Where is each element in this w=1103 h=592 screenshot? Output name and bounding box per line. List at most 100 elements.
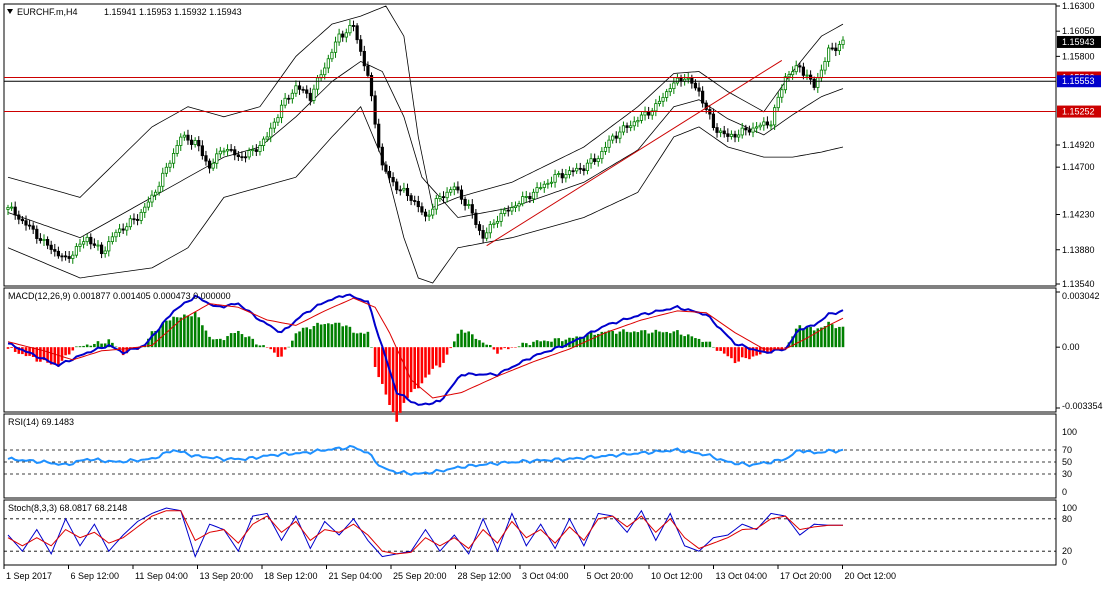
candle-body[interactable] xyxy=(751,127,755,133)
candle-body[interactable] xyxy=(747,129,752,133)
candle-body[interactable] xyxy=(276,117,280,123)
candle-body[interactable] xyxy=(63,255,68,258)
candle-body[interactable] xyxy=(297,85,302,90)
candle-body[interactable] xyxy=(31,225,35,230)
candle-body[interactable] xyxy=(773,107,777,126)
candle-body[interactable] xyxy=(657,100,662,105)
candle-body[interactable] xyxy=(215,153,219,164)
candle-body[interactable] xyxy=(647,111,651,116)
candle-body[interactable] xyxy=(740,127,744,136)
candle-body[interactable] xyxy=(585,162,590,172)
candle-body[interactable] xyxy=(567,170,572,175)
candle-body[interactable] xyxy=(571,170,575,173)
candle-body[interactable] xyxy=(38,238,42,241)
candle-body[interactable] xyxy=(135,218,140,221)
candle-body[interactable] xyxy=(351,25,356,27)
candle-body[interactable] xyxy=(247,150,251,158)
candle-body[interactable] xyxy=(467,204,471,206)
rsi-line[interactable] xyxy=(7,444,844,476)
candle-body[interactable] xyxy=(801,66,806,76)
candle-body[interactable] xyxy=(218,150,222,155)
candle-body[interactable] xyxy=(542,183,546,188)
candle-body[interactable] xyxy=(179,136,183,146)
candle-body[interactable] xyxy=(755,126,759,129)
candle-body[interactable] xyxy=(693,82,698,89)
candle-body[interactable] xyxy=(711,113,716,129)
candle-body[interactable] xyxy=(24,220,28,226)
candle-body[interactable] xyxy=(53,249,57,252)
candle-body[interactable] xyxy=(593,158,597,162)
candle-body[interactable] xyxy=(254,149,258,152)
candle-body[interactable] xyxy=(330,51,334,60)
candle-body[interactable] xyxy=(96,244,100,247)
candle-body[interactable] xyxy=(409,195,413,201)
candle-body[interactable] xyxy=(553,174,557,183)
candle-body[interactable] xyxy=(827,47,831,62)
candle-body[interactable] xyxy=(211,162,215,169)
candle-body[interactable] xyxy=(607,139,611,148)
candle-body[interactable] xyxy=(258,145,262,152)
candle-body[interactable] xyxy=(366,65,370,76)
candle-body[interactable] xyxy=(618,131,622,139)
price-panel[interactable] xyxy=(4,5,1056,284)
candle-body[interactable] xyxy=(452,186,456,191)
candle-body[interactable] xyxy=(132,218,136,221)
candle-body[interactable] xyxy=(549,181,554,184)
candle-body[interactable] xyxy=(92,243,96,246)
candle-body[interactable] xyxy=(229,149,233,151)
candle-body[interactable] xyxy=(621,125,626,133)
candle-body[interactable] xyxy=(783,76,788,91)
candle-body[interactable] xyxy=(384,164,388,172)
candle-body[interactable] xyxy=(643,111,647,116)
candle-body[interactable] xyxy=(816,77,820,88)
candle-body[interactable] xyxy=(823,61,827,71)
candle-body[interactable] xyxy=(99,244,104,255)
candle-body[interactable] xyxy=(175,145,179,154)
candle-body[interactable] xyxy=(222,150,226,153)
candle-body[interactable] xyxy=(261,138,266,146)
candle-body[interactable] xyxy=(560,173,564,179)
candle-body[interactable] xyxy=(168,162,172,168)
candle-body[interactable] xyxy=(697,87,701,92)
candle-body[interactable] xyxy=(225,149,230,152)
candle-body[interactable] xyxy=(769,124,773,127)
candle-body[interactable] xyxy=(269,127,273,138)
candle-body[interactable] xyxy=(344,32,348,38)
candle-body[interactable] xyxy=(798,65,802,68)
candle-body[interactable] xyxy=(233,149,237,156)
candle-body[interactable] xyxy=(758,124,762,128)
candle-body[interactable] xyxy=(650,110,654,116)
candle-body[interactable] xyxy=(315,77,320,90)
candle-body[interactable] xyxy=(42,239,46,241)
candle-body[interactable] xyxy=(110,236,114,243)
candle-body[interactable] xyxy=(78,243,82,247)
candle-body[interactable] xyxy=(150,194,154,203)
candle-body[interactable] xyxy=(333,41,338,53)
candle-body[interactable] xyxy=(391,177,395,183)
candle-body[interactable] xyxy=(625,125,629,128)
candle-body[interactable] xyxy=(348,25,352,34)
candle-body[interactable] xyxy=(485,232,489,239)
candle-body[interactable] xyxy=(272,121,276,129)
candle-body[interactable] xyxy=(791,71,795,76)
candle-body[interactable] xyxy=(596,158,600,162)
candle-body[interactable] xyxy=(207,160,212,169)
trendline[interactable] xyxy=(486,59,783,247)
candle-body[interactable] xyxy=(841,39,845,45)
candle-body[interactable] xyxy=(690,77,694,84)
candle-body[interactable] xyxy=(323,67,327,76)
candle-body[interactable] xyxy=(517,203,521,207)
candle-body[interactable] xyxy=(539,187,543,189)
candle-body[interactable] xyxy=(117,228,122,233)
candle-body[interactable] xyxy=(139,211,143,221)
candle-body[interactable] xyxy=(27,224,32,227)
candle-body[interactable] xyxy=(636,120,640,123)
candle-body[interactable] xyxy=(546,182,550,185)
candle-body[interactable] xyxy=(355,25,359,41)
candle-body[interactable] xyxy=(125,226,129,231)
candle-body[interactable] xyxy=(186,134,190,141)
candle-body[interactable] xyxy=(103,250,107,255)
candle-body[interactable] xyxy=(513,205,518,208)
